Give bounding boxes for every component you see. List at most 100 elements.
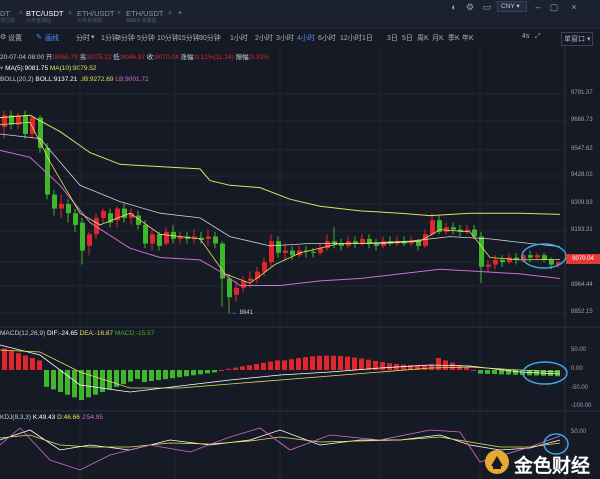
gear-icon[interactable]: ⚙ <box>0 34 7 41</box>
macd-bar <box>352 357 357 370</box>
period-10[interactable]: 6小时 <box>318 35 336 42</box>
macd-bar <box>114 370 119 387</box>
candle-body <box>241 280 246 288</box>
period-9[interactable]: 4小时 <box>297 35 315 42</box>
price-tick: 9791.37 <box>571 90 593 96</box>
macd-tick: -100.00 <box>571 403 592 409</box>
candle-body <box>101 210 106 218</box>
add-tab-icon[interactable]: + <box>178 10 183 17</box>
period-4[interactable]: 15分钟 <box>178 35 200 42</box>
period-15[interactable]: 周K <box>417 35 429 42</box>
macd-bar <box>289 359 294 370</box>
tab-timeshare[interactable]: 分时 <box>76 35 90 42</box>
single-window-button[interactable]: 单窗口 ▾ <box>561 32 594 46</box>
candle-body <box>528 255 533 258</box>
candle-date: 20-07-04 08:00 <box>0 54 45 61</box>
macd-bar <box>275 360 280 370</box>
tab-dt[interactable]: DT 日行情 <box>0 10 15 28</box>
amplitude-value: 0.31% <box>250 54 269 61</box>
boll-info: BOLL(20,2) BOLL:9137.21 UB:9272.69 LB:90… <box>0 76 149 83</box>
fullscreen-icon[interactable]: ⤢ <box>535 33 541 40</box>
change-label: 涨幅: <box>180 54 196 61</box>
period-12[interactable]: 1日 <box>362 35 373 42</box>
display-icon[interactable]: ▭ <box>482 2 492 12</box>
period-3[interactable]: 10分钟 <box>157 35 179 42</box>
period-17[interactable]: 季K <box>448 35 460 42</box>
macd-bar <box>464 367 469 370</box>
period-18[interactable]: 年K <box>462 35 474 42</box>
ma-toggle-icon[interactable]: ▾ <box>0 65 4 72</box>
candle-body <box>108 213 113 223</box>
macd-bar <box>422 365 427 370</box>
currency-select[interactable]: CNY ▾ <box>497 1 527 12</box>
macd-bar <box>205 370 210 374</box>
draw-line-icon[interactable]: ✎ <box>36 34 42 41</box>
close-window-icon[interactable]: × <box>571 2 577 12</box>
tab-bar: DT 日行情 BTC/USDT 火币全球站 ETH/USDT 火币全球站 ETH… <box>0 0 600 29</box>
settings-icon[interactable]: ⚙ <box>465 2 475 12</box>
period-6[interactable]: 1小时 <box>230 35 248 42</box>
boll-lower-line <box>0 149 561 286</box>
period-2[interactable]: 5分钟 <box>137 35 155 42</box>
close-tab-icon[interactable]: × <box>117 10 122 17</box>
timeshare-dropdown-icon[interactable]: ▾ <box>91 34 95 41</box>
candle-body <box>164 231 169 244</box>
maximize-icon[interactable]: ▢ <box>549 2 559 12</box>
tab-subtitle: 火币全球站 <box>77 17 103 24</box>
period-7[interactable]: 2小时 <box>255 35 273 42</box>
macd-bar <box>72 370 77 398</box>
macd-bar <box>324 355 329 370</box>
kdj-d-line <box>0 434 561 448</box>
candle-body <box>262 262 267 272</box>
period-11[interactable]: 12小时 <box>340 35 362 42</box>
tab-eth-usdt[interactable]: ETH/USDT 火币全球站 <box>77 10 115 28</box>
open-value: 9058.79 <box>54 54 78 61</box>
macd-bar <box>296 358 301 370</box>
macd-bar <box>359 358 364 370</box>
refresh-interval[interactable]: 4s <box>522 33 530 40</box>
period-0[interactable]: 1分钟 <box>101 35 119 42</box>
settings-button[interactable]: 设置 <box>8 35 22 42</box>
tab-subtitle: 日行情 <box>0 17 16 24</box>
macd-bar <box>86 370 91 398</box>
macd-bar <box>478 370 483 374</box>
tab-btc-usdt[interactable]: BTC/USDT 火币全球站 <box>26 10 64 28</box>
macd-tick: 50.00 <box>571 347 587 353</box>
candle-body <box>213 236 218 244</box>
tab-subtitle: AMEX 全球站 <box>126 17 157 24</box>
candle-body <box>276 241 281 253</box>
boll-mid-line <box>0 133 561 247</box>
period-8[interactable]: 3小时 <box>276 35 294 42</box>
period-1[interactable]: 3分钟 <box>117 35 135 42</box>
macd-bar <box>128 370 133 382</box>
macd-dea-line <box>0 349 561 389</box>
close-tab-icon[interactable]: × <box>68 10 73 17</box>
period-toolbar: ⚙ 设置 ✎ 画线 分时 ▾ 1分钟 3分钟 5分钟 10分钟 15分钟 30分钟 1小时 2… <box>0 31 600 46</box>
period-14[interactable]: 5日 <box>402 35 413 42</box>
minimize-icon[interactable]: – <box>535 2 541 12</box>
macd-bar <box>450 362 455 370</box>
macd-bar <box>51 370 56 390</box>
macd-bar <box>373 360 378 370</box>
draw-line-button[interactable]: 画线 <box>45 35 59 42</box>
macd-bar <box>30 358 35 370</box>
macd-bar <box>233 367 238 370</box>
candle-body <box>80 222 85 251</box>
period-5[interactable]: 30分钟 <box>199 35 221 42</box>
kdj-tick: 50.00 <box>571 429 587 435</box>
close-tab-icon[interactable]: × <box>168 10 173 17</box>
candle-body <box>248 278 253 281</box>
candle-body <box>9 115 14 125</box>
skin-icon[interactable]: ◐ <box>451 2 457 12</box>
close-tab-icon[interactable]: × <box>19 10 24 17</box>
period-13[interactable]: 3日 <box>387 35 398 42</box>
boll-upper-line <box>0 114 561 217</box>
macd-bar <box>436 358 441 370</box>
tab-eth-usdt-2[interactable]: ETH/USDT AMEX 全球站 <box>126 10 164 28</box>
macd-bar <box>163 370 168 380</box>
macd-bar <box>198 370 203 375</box>
macd-bar <box>170 370 175 379</box>
period-16[interactable]: 月K <box>432 35 444 42</box>
boll-ub-value: UB:9272.69 <box>79 76 114 83</box>
